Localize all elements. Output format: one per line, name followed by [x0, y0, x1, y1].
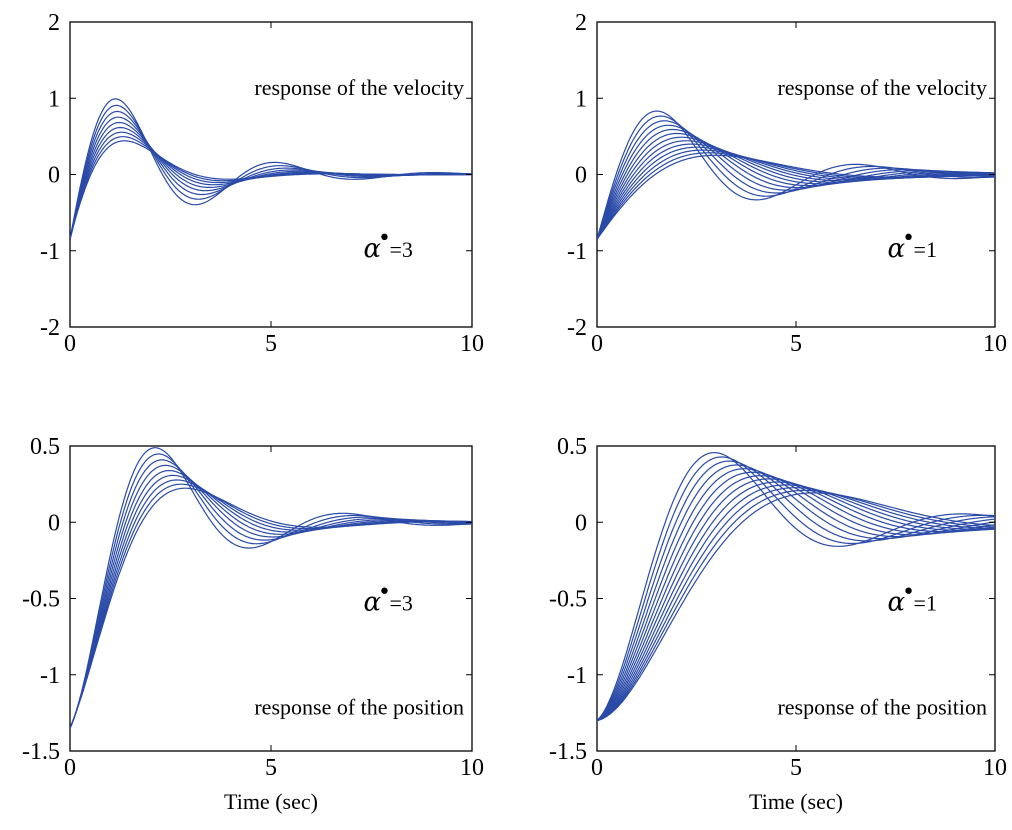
y-tick-label: -1 [567, 663, 587, 689]
x-axis-label: Time (sec) [749, 789, 843, 814]
x-tick-label: 10 [460, 755, 484, 781]
series-line [70, 140, 472, 240]
y-tick-label: 0.5 [30, 434, 60, 460]
y-tick-label: 0 [575, 163, 587, 189]
series-line [597, 140, 995, 240]
plot-frame [69, 445, 473, 752]
panel-top-right: 0 5 10 -2 -1 0 1 2 response of the velocity α =1 [567, 10, 1007, 357]
y-tick-label: 0.5 [557, 434, 587, 460]
alpha-value: =3 [389, 237, 412, 262]
plot-frame [596, 445, 996, 752]
x-tick-label: 5 [265, 331, 277, 357]
alpha-symbol: α [888, 234, 906, 264]
series-line [597, 464, 995, 722]
series-line [597, 132, 995, 240]
annotation-text: response of the velocity [254, 75, 464, 100]
alpha-symbol: α [363, 588, 381, 618]
alpha-value: =3 [389, 591, 412, 616]
y-tick-label: -1 [40, 239, 60, 265]
annotation-text: response of the velocity [777, 75, 987, 100]
series-line [597, 143, 995, 240]
series-line [597, 484, 995, 722]
y-tick-label: 0 [48, 510, 60, 536]
y-tick-label: 0 [48, 163, 60, 189]
alpha-star-dot [905, 587, 912, 594]
series-line [70, 470, 472, 729]
x-tick-label: 5 [790, 755, 802, 781]
x-tick-label: 10 [983, 755, 1007, 781]
y-tick-label: -0.5 [549, 587, 587, 613]
alpha-value: =1 [914, 591, 937, 616]
panel-top-left: 0 5 10 -2 -1 0 1 2 response of the velocity α =3 [40, 10, 484, 357]
curve-family [597, 110, 995, 240]
x-axis-label: Time (sec) [224, 789, 318, 814]
alpha-symbol: α [888, 588, 906, 618]
series-line [597, 471, 995, 722]
alpha-symbol: α [363, 234, 381, 264]
curve-family [70, 447, 472, 729]
curve-family [70, 98, 472, 240]
x-tick-label: 5 [790, 331, 802, 357]
x-tick-label: 0 [591, 755, 603, 781]
panel-bottom-right: 0 5 10 -1.5 -1 -0.5 0 0.5 response of the positi… [549, 434, 1007, 814]
series-line [70, 483, 472, 729]
curve-family [597, 451, 995, 722]
y-tick-label: -2 [40, 315, 60, 341]
series-line [597, 492, 995, 722]
series-line [70, 474, 472, 729]
y-tick-label: -1 [567, 239, 587, 265]
series-line [597, 489, 995, 722]
y-tick-label: -0.5 [22, 587, 60, 613]
x-tick-label: 10 [460, 331, 484, 357]
alpha-star-dot [381, 233, 388, 241]
y-tick-label: 0 [575, 510, 587, 536]
x-tick-label: 5 [265, 755, 277, 781]
series-line [70, 479, 472, 729]
annotation-text: response of the position [777, 694, 987, 719]
y-tick-label: 1 [48, 86, 60, 112]
y-tick-label: 2 [575, 10, 587, 36]
alpha-value: =1 [914, 237, 937, 262]
x-tick-label: 0 [64, 755, 76, 781]
series-line [597, 136, 995, 240]
series-line [597, 456, 995, 721]
panel-bottom-left: 0 5 10 -1.5 -1 -0.5 0 0.5 response of the positi… [22, 434, 484, 814]
series-line [70, 487, 472, 729]
series-line [597, 487, 995, 722]
y-tick-label: 2 [48, 10, 60, 36]
y-tick-label: -1.5 [549, 739, 587, 765]
series-line [597, 481, 995, 722]
series-line [597, 451, 995, 721]
x-tick-label: 0 [64, 331, 76, 357]
series-line [597, 154, 995, 240]
y-tick-label: -1 [40, 663, 60, 689]
alpha-star-dot [905, 233, 912, 241]
series-line [597, 128, 995, 240]
x-tick-label: 0 [591, 331, 603, 357]
y-tick-label: -2 [567, 315, 587, 341]
alpha-star-dot [381, 587, 388, 594]
y-tick-label: -1.5 [22, 739, 60, 765]
x-tick-label: 10 [983, 331, 1007, 357]
y-tick-label: 1 [575, 86, 587, 112]
annotation-text: response of the position [254, 694, 464, 719]
